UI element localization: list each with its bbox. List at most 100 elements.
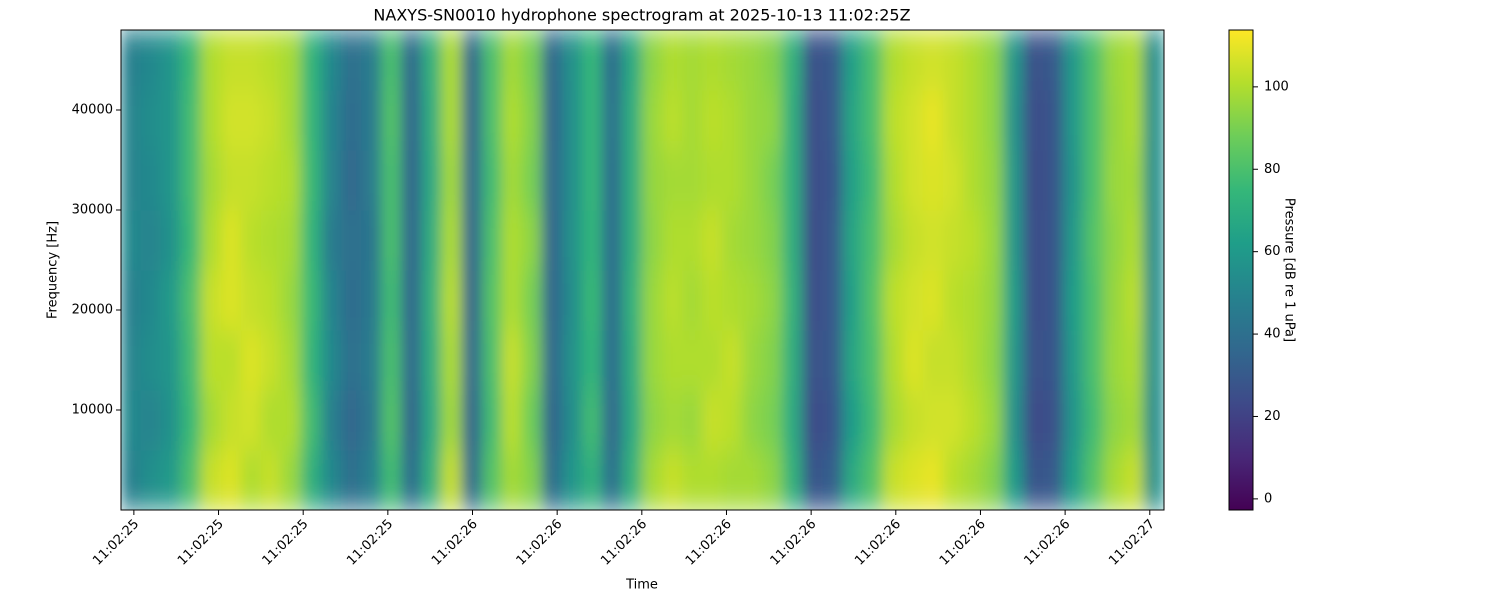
- heatmap-cell: [401, 389, 423, 451]
- heatmap-cell: [541, 89, 563, 151]
- heatmap-cell: [662, 449, 684, 510]
- heatmap-cell: [1023, 389, 1045, 451]
- heatmap-cell: [361, 389, 383, 451]
- heatmap-cell: [962, 329, 984, 391]
- heatmap-cell: [802, 30, 824, 91]
- heatmap-cell: [621, 209, 643, 271]
- heatmap-cell: [381, 449, 403, 510]
- heatmap-cell: [321, 30, 343, 91]
- x-tick-label: 11:02:26: [514, 517, 566, 569]
- heatmap-cell: [822, 209, 844, 271]
- heatmap-cell: [1103, 89, 1125, 151]
- heatmap-cell: [501, 449, 523, 510]
- heatmap-cell: [220, 149, 242, 211]
- heatmap-cell: [862, 449, 884, 510]
- heatmap-cell: [802, 149, 824, 211]
- heatmap-cell: [541, 30, 563, 91]
- heatmap-cell: [381, 89, 403, 151]
- heatmap-cell: [822, 269, 844, 331]
- heatmap-cell: [1103, 389, 1125, 451]
- heatmap-cell: [541, 329, 563, 391]
- heatmap-cell: [762, 30, 784, 91]
- heatmap-cell: [962, 449, 984, 510]
- heatmap-cell: [401, 269, 423, 331]
- heatmap-cell: [862, 89, 884, 151]
- heatmap-cell: [682, 149, 704, 211]
- heatmap-cell: [922, 149, 944, 211]
- heatmap-cell: [682, 329, 704, 391]
- heatmap-cell: [621, 30, 643, 91]
- heatmap-cell: [982, 209, 1005, 271]
- heatmap-cell: [862, 149, 884, 211]
- heatmap-cell: [862, 30, 884, 91]
- heatmap-cell: [581, 389, 603, 451]
- heatmap-cell: [521, 389, 543, 451]
- heatmap-cell: [642, 329, 664, 391]
- heatmap-cell: [280, 389, 303, 451]
- heatmap-cell: [722, 389, 744, 451]
- heatmap-cell: [481, 269, 503, 331]
- heatmap-cell: [882, 329, 904, 391]
- heatmap-cell: [160, 269, 182, 331]
- heatmap-cell: [160, 149, 182, 211]
- heatmap-cell: [180, 209, 202, 271]
- heatmap-cell: [441, 149, 463, 211]
- heatmap-cell: [842, 209, 864, 271]
- heatmap: [121, 30, 1164, 510]
- heatmap-cell: [280, 269, 303, 331]
- heatmap-cell: [361, 449, 383, 510]
- heatmap-cell: [280, 209, 303, 271]
- heatmap-cell: [361, 149, 383, 211]
- heatmap-cell: [682, 30, 704, 91]
- heatmap-cell: [581, 449, 603, 510]
- x-tick-label: 11:02:26: [852, 517, 904, 569]
- heatmap-cell: [1103, 149, 1125, 211]
- heatmap-cell: [601, 89, 623, 151]
- heatmap-cell: [280, 30, 303, 91]
- heatmap-cell: [842, 269, 864, 331]
- heatmap-cell: [280, 329, 303, 391]
- heatmap-cell: [561, 209, 583, 271]
- heatmap-cell: [1123, 149, 1145, 211]
- heatmap-cell: [1023, 329, 1045, 391]
- heatmap-cell: [902, 329, 924, 391]
- heatmap-cell: [1003, 329, 1025, 391]
- heatmap-cell: [902, 209, 924, 271]
- heatmap-cell: [321, 449, 343, 510]
- heatmap-cell: [702, 389, 724, 451]
- heatmap-cell: [822, 389, 844, 451]
- heatmap-cell: [702, 329, 724, 391]
- heatmap-cell: [321, 329, 343, 391]
- heatmap-cell: [240, 30, 262, 91]
- heatmap-cell: [481, 449, 503, 510]
- heatmap-cell: [722, 149, 744, 211]
- heatmap-cell: [301, 269, 323, 331]
- heatmap-cell: [121, 449, 142, 510]
- heatmap-cell: [421, 449, 443, 510]
- heatmap-cell: [662, 30, 684, 91]
- heatmap-cell: [782, 30, 804, 91]
- heatmap-cell: [1063, 269, 1085, 331]
- heatmap-cell: [742, 209, 764, 271]
- heatmap-cell: [301, 329, 323, 391]
- x-tick-label: 11:02:26: [768, 517, 820, 569]
- heatmap-cell: [1143, 149, 1164, 211]
- heatmap-cell: [682, 449, 704, 510]
- heatmap-cell: [942, 269, 964, 331]
- heatmap-cell: [541, 209, 563, 271]
- heatmap-cell: [581, 89, 603, 151]
- heatmap-cell: [942, 30, 964, 91]
- heatmap-cell: [521, 149, 543, 211]
- heatmap-cell: [441, 30, 463, 91]
- heatmap-cell: [301, 89, 323, 151]
- heatmap-cell: [1023, 269, 1045, 331]
- heatmap-cell: [280, 149, 303, 211]
- heatmap-cell: [782, 209, 804, 271]
- heatmap-cell: [341, 149, 363, 211]
- heatmap-cell: [621, 269, 643, 331]
- heatmap-cell: [441, 389, 463, 451]
- heatmap-cell: [301, 149, 323, 211]
- heatmap-cell: [1003, 389, 1025, 451]
- heatmap-cell: [782, 89, 804, 151]
- heatmap-cell: [361, 30, 383, 91]
